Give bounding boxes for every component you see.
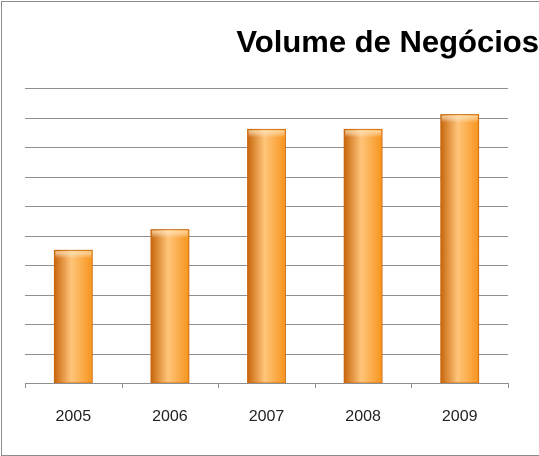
bar-2007: [247, 128, 286, 384]
x-tick-label-2005: 2005: [56, 408, 92, 425]
x-tick-label-2007: 2007: [249, 408, 285, 425]
bar-2005: [53, 249, 93, 384]
x-tick-label-2006: 2006: [152, 408, 188, 425]
x-axis: [25, 383, 509, 388]
bar-2006: [150, 229, 190, 384]
chart-title: Volume de Negócios: [236, 24, 539, 59]
x-tick-label-2009: 2009: [442, 408, 478, 425]
bar-chart: 2005 2006 2007 2008 2009: [25, 88, 509, 425]
bars: [53, 114, 480, 384]
x-tick-labels: 2005 2006 2007 2008 2009: [56, 408, 478, 425]
bar-2009: [440, 114, 480, 384]
x-tick-label-2008: 2008: [345, 408, 381, 425]
bar-2008: [343, 128, 383, 384]
